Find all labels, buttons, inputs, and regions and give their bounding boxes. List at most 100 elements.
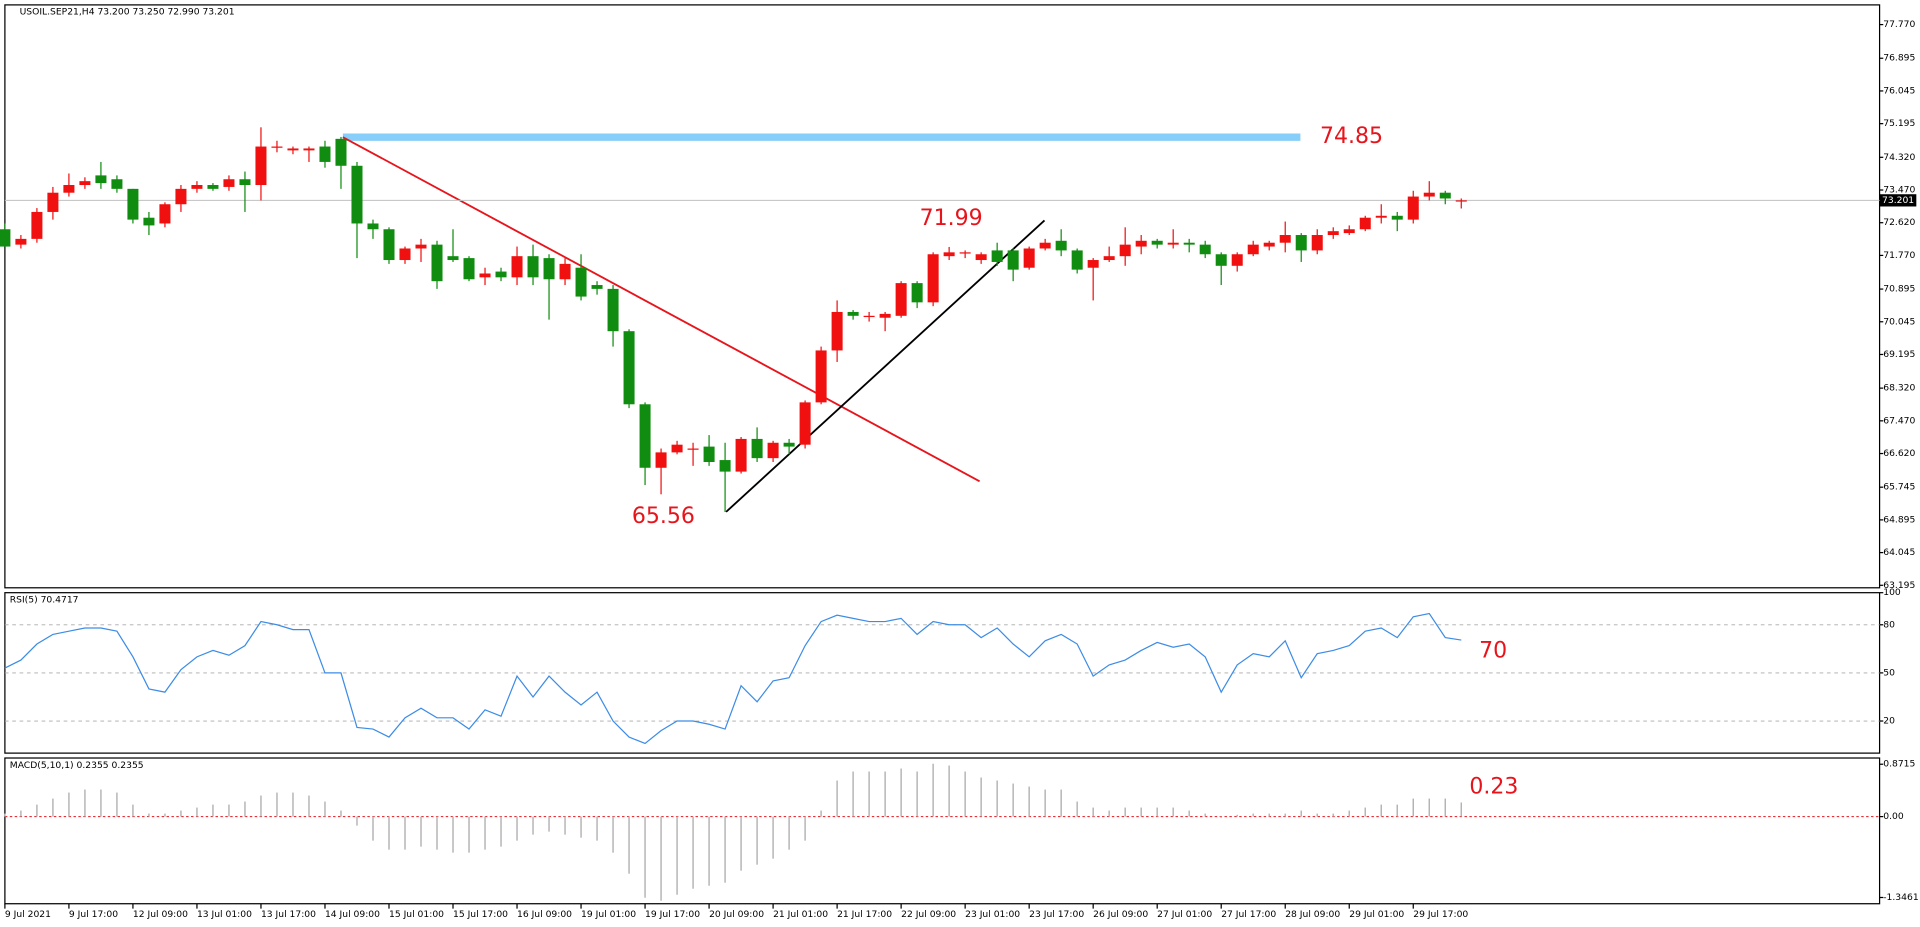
candle-body [511,256,523,278]
candle-body [351,165,363,224]
candle-body [1455,200,1467,202]
candle-body [655,452,667,468]
x-tick-label: 23 Jul 17:00 [1029,909,1084,920]
candle-body [927,254,939,303]
candle-body [431,244,443,282]
candle-body [687,448,699,450]
annotation: 71.99 [920,206,983,231]
x-tick-label: 15 Jul 17:00 [453,909,508,920]
x-tick-label: 16 Jul 09:00 [517,909,572,920]
candle-body [47,192,59,212]
x-tick-label: 21 Jul 17:00 [837,909,892,920]
candle-body [127,188,139,220]
x-tick-label: 22 Jul 09:00 [901,909,956,920]
y-tick-label: 65.745 [1883,482,1915,493]
y-tick-label: 66.620 [1883,448,1915,459]
x-tick-label: 19 Jul 01:00 [581,909,636,920]
x-tick-label: 27 Jul 17:00 [1221,909,1276,920]
candle-body [319,146,331,162]
y-tick-label: 74.320 [1883,152,1915,163]
candle-body [1151,240,1163,245]
candle-body [943,252,955,257]
candle-body [1199,244,1211,255]
candle-body [1279,235,1291,243]
last-price-tag [1879,194,1917,207]
candle-body [175,188,187,205]
y-tick-label: 63.195 [1883,580,1915,591]
y-tick-label: 68.320 [1883,383,1915,394]
candle-body [335,138,347,166]
candle-body [1087,260,1099,268]
uptrend-line [725,219,1046,513]
annotation: 70 [1479,638,1507,663]
y-tick-label: 76.895 [1883,53,1915,64]
candle-body [863,315,875,318]
y-tick-label: 20 [1883,716,1895,727]
candle-body [575,267,587,297]
y-tick-label: 100 [1883,587,1901,598]
candle-body [287,148,299,151]
candle-body [383,229,395,261]
candle-body [1343,229,1355,234]
candle-body [223,179,235,187]
x-tick-label: 15 Jul 01:00 [389,909,444,920]
candle-body [0,229,11,247]
y-tick-label: 72.620 [1883,217,1915,228]
annotation: 0.23 [1469,774,1518,799]
candle-body [447,256,459,261]
candle-body [895,283,907,316]
candle-body [271,146,283,148]
candle-body [831,311,843,351]
y-tick-label: 77.770 [1883,19,1915,30]
candle-body [1071,250,1083,270]
y-tick-label: 0.8715 [1883,759,1915,770]
candle-body [1375,215,1387,218]
candle-body [879,313,891,318]
candle-body [415,244,427,249]
candle-body [1231,254,1243,266]
candle-body [623,331,635,405]
candle-body [31,211,43,239]
x-tick-label: 13 Jul 01:00 [197,909,252,920]
candle-body [1023,248,1035,268]
candle-body [991,250,1003,262]
candle-body [1391,215,1403,220]
y-tick-label: 75.195 [1883,118,1915,129]
candle-body [463,258,475,280]
x-tick-label: 13 Jul 17:00 [261,909,316,920]
candle-body [1119,244,1131,257]
candle-body [847,311,859,316]
candle-body [159,204,171,224]
x-tick-label: 21 Jul 01:00 [773,909,828,920]
x-tick-label: 14 Jul 09:00 [325,909,380,920]
candle-body [255,146,267,186]
candle-body [1359,217,1371,230]
candle-body [607,288,619,332]
candle-body [591,285,603,289]
x-tick-label: 29 Jul 17:00 [1413,909,1468,920]
y-tick-label: 64.895 [1883,514,1915,525]
candle-body [1423,192,1435,197]
y-tick-label: 67.470 [1883,415,1915,426]
macd-pane [4,757,1881,905]
candle-body [783,442,795,447]
candle-body [1247,244,1259,255]
last-price-label: 73.201 [1882,195,1914,206]
y-tick-label: 64.045 [1883,547,1915,558]
x-tick-label: 26 Jul 09:00 [1093,909,1148,920]
x-tick-label: 28 Jul 09:00 [1285,909,1340,920]
candle-body [1007,250,1019,270]
x-tick-label: 27 Jul 01:00 [1157,909,1212,920]
x-tick-label: 29 Jul 01:00 [1349,909,1404,920]
y-tick-label: 50 [1883,667,1895,678]
main-pane [4,4,1881,589]
candle-body [911,283,923,303]
candle-body [799,402,811,445]
main-title: USOIL.SEP21,H4 73.200 73.250 72.990 73.2… [20,7,235,18]
candle-body [79,181,91,186]
candle-body [527,256,539,278]
candle-body [1167,242,1179,245]
candle-body [1263,242,1275,247]
candle-body [15,238,27,245]
rsi-title: RSI(5) 70.4717 [10,595,79,606]
